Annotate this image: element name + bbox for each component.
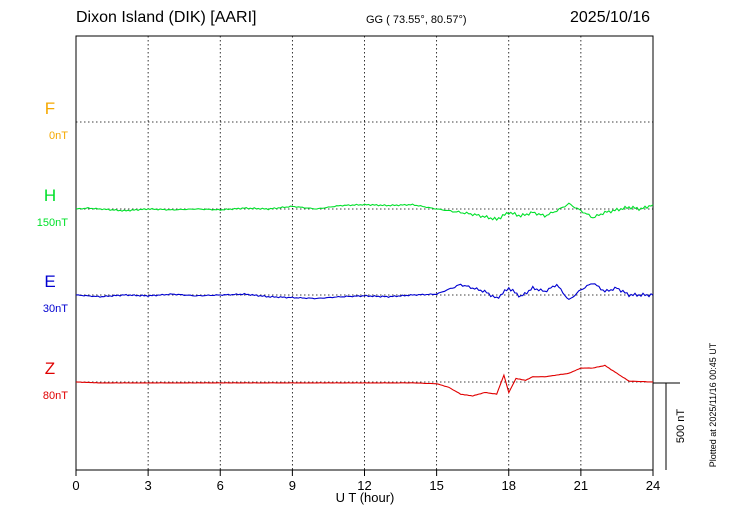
component-labels: F 0nT H 150nT E 30nT Z 80nT bbox=[37, 99, 68, 402]
scale-bar: 500 nT bbox=[653, 382, 687, 470]
x-tick-label: 18 bbox=[502, 478, 516, 493]
plot-date: 2025/10/16 bbox=[570, 9, 651, 26]
geographic-coordinates: GG ( 73.55°, 80.57°) bbox=[366, 14, 467, 26]
plotted-timestamp: Plotted at 2025/11/16 00:45 UT bbox=[708, 342, 718, 467]
x-tick-label: 9 bbox=[289, 478, 296, 493]
series-traces bbox=[75, 202, 654, 397]
x-tick-label: 12 bbox=[357, 478, 371, 493]
baseline-label-e: 30nT bbox=[43, 303, 68, 315]
trace-z bbox=[75, 364, 654, 397]
x-axis-ticks: 0 3 6 9 12 15 18 21 24 bbox=[72, 470, 660, 493]
baseline-label-f: 0nT bbox=[49, 130, 68, 142]
station-title: Dixon Island (DIK) [AARI] bbox=[76, 9, 257, 26]
x-tick-label: 21 bbox=[574, 478, 588, 493]
x-tick-label: 6 bbox=[217, 478, 224, 493]
component-name-f: F bbox=[45, 99, 55, 118]
component-name-e: E bbox=[44, 272, 55, 291]
baseline-label-h: 150nT bbox=[37, 217, 68, 229]
x-tick-label: 0 bbox=[72, 478, 79, 493]
x-tick-label: 15 bbox=[429, 478, 443, 493]
scale-bar-label: 500 nT bbox=[675, 409, 687, 444]
grid-lines bbox=[75, 35, 654, 471]
x-axis-title: U T (hour) bbox=[336, 490, 395, 505]
baseline-label-z: 80nT bbox=[43, 390, 68, 402]
x-tick-label: 24 bbox=[646, 478, 660, 493]
trace-h bbox=[75, 202, 654, 221]
trace-e bbox=[75, 283, 654, 301]
component-name-h: H bbox=[44, 186, 56, 205]
component-name-z: Z bbox=[45, 359, 55, 378]
x-tick-label: 3 bbox=[145, 478, 152, 493]
